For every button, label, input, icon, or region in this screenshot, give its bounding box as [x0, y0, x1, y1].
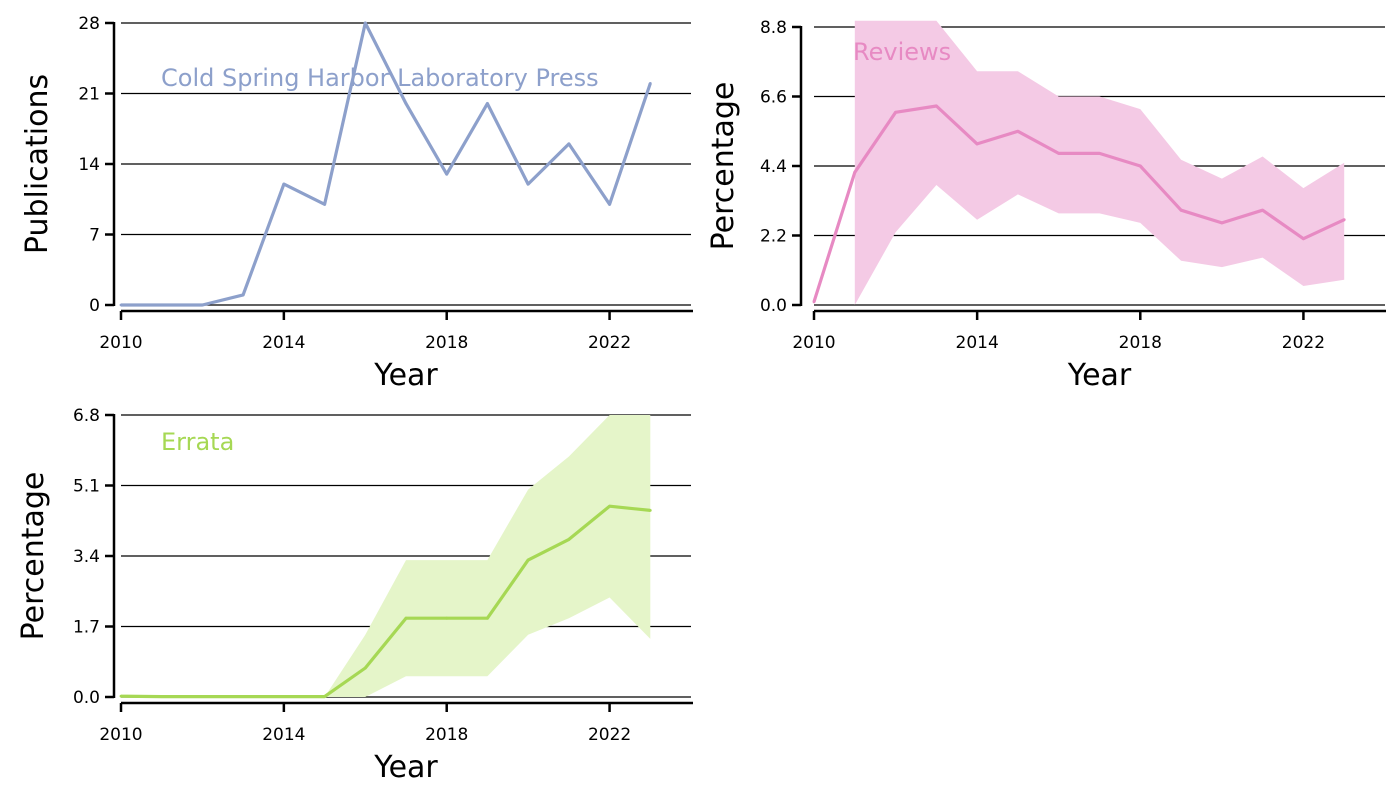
chart-panel-publications: Cold Spring Harbor Laboratory Press 0 7 14 2… [20, 14, 693, 393]
y-tick-label-4: 6.8 [73, 406, 100, 426]
series-annotation: Reviews [853, 38, 951, 66]
data-point-2011 [853, 170, 857, 174]
x-tick-label-2: 2018 [1119, 333, 1162, 353]
data-point-2019 [486, 102, 489, 105]
data-point-2019 [1179, 208, 1183, 212]
data-point-2015 [1016, 129, 1020, 133]
y-tick-label-0: 0.0 [760, 296, 787, 316]
data-point-2016 [1057, 151, 1061, 155]
data-point-2019 [486, 616, 489, 620]
data-point-2021 [567, 538, 571, 541]
data-point-2023 [648, 82, 652, 85]
x-tick-label-2: 2018 [425, 333, 468, 353]
data-point-2011 [160, 695, 164, 698]
data-point-2012 [894, 110, 897, 114]
data-point-2021 [1261, 208, 1265, 212]
y-tick-label-1: 2.2 [760, 227, 787, 247]
y-axis-title: Publications [20, 74, 55, 254]
y-tick-label-0: 0 [89, 296, 100, 316]
confidence-band [324, 415, 651, 697]
series-annotation: Errata [161, 428, 234, 456]
x-tick-label-1: 2014 [262, 725, 305, 745]
chart-panel-errata: Errata 0.0 1.7 3.4 5.1 6.8 2010 2014 2018 2022 Yea… [16, 406, 693, 785]
data-point-2011 [160, 303, 164, 307]
data-point-2010 [812, 300, 816, 304]
data-point-2022 [1302, 237, 1305, 241]
data-point-2010 [119, 303, 123, 307]
data-point-2016 [363, 21, 367, 25]
y-tick-label-0: 0.0 [73, 688, 100, 708]
data-point-2020 [526, 558, 530, 562]
x-axis-title: Year [1067, 358, 1132, 393]
x-tick-label-3: 2022 [588, 725, 631, 745]
y-tick-label-3: 21 [78, 85, 100, 105]
y-axis-title: Percentage [16, 472, 51, 641]
data-point-2015 [323, 202, 326, 206]
x-tick-label-3: 2022 [588, 333, 631, 353]
data-point-2020 [1220, 221, 1224, 225]
data-point-2020 [526, 182, 530, 186]
data-point-2022 [608, 504, 611, 508]
data-point-2012 [201, 695, 204, 698]
y-tick-label-2: 14 [78, 155, 100, 175]
y-tick-label-2: 3.4 [73, 547, 100, 567]
x-tick-label-2: 2018 [425, 725, 468, 745]
data-point-2021 [567, 142, 571, 146]
chart-panel-reviews: Reviews 0.0 2.2 4.4 6.6 8.8 2010 2014 2018 2022 Ye… [706, 18, 1386, 393]
data-point-2013 [241, 695, 245, 698]
data-point-2017 [404, 616, 408, 620]
x-tick-label-0: 2010 [99, 725, 142, 745]
data-point-2014 [975, 142, 979, 146]
data-point-2018 [445, 616, 449, 620]
data-point-2013 [241, 293, 245, 297]
series-line [121, 21, 652, 307]
y-tick-label-1: 1.7 [73, 618, 100, 638]
data-point-2010 [119, 694, 123, 698]
y-tick-label-4: 8.8 [760, 18, 787, 38]
x-tick-label-0: 2010 [99, 333, 142, 353]
data-point-2015 [323, 695, 326, 698]
data-point-2018 [1138, 164, 1142, 168]
data-point-2017 [404, 102, 408, 105]
y-tick-label-3: 5.1 [73, 477, 100, 497]
data-point-2013 [934, 104, 938, 108]
data-point-2012 [201, 303, 204, 307]
x-tick-label-0: 2010 [792, 333, 835, 353]
y-tick-label-2: 4.4 [760, 157, 787, 177]
x-tick-label-1: 2014 [262, 333, 305, 353]
x-axis-title: Year [373, 750, 438, 785]
y-tick-label-1: 7 [89, 226, 100, 246]
series-line [120, 504, 651, 699]
data-point-2022 [608, 202, 611, 206]
x-tick-label-3: 2022 [1282, 333, 1325, 353]
series-annotation: Cold Spring Harbor Laboratory Press [161, 64, 599, 92]
data-point-2023 [648, 508, 652, 512]
x-axis-title: Year [373, 358, 438, 393]
data-point-2018 [445, 172, 449, 176]
confidence-band [854, 20, 1345, 305]
data-point-2016 [363, 666, 367, 670]
data-point-2014 [282, 695, 286, 698]
y-axis-title: Percentage [706, 82, 741, 251]
y-tick-label-3: 6.6 [760, 88, 787, 108]
data-point-2014 [282, 182, 286, 186]
data-point-2023 [1342, 218, 1346, 222]
y-tick-label-4: 28 [78, 14, 100, 34]
series-line [812, 104, 1345, 303]
data-point-2017 [1098, 151, 1101, 155]
x-tick-label-1: 2014 [956, 333, 999, 353]
